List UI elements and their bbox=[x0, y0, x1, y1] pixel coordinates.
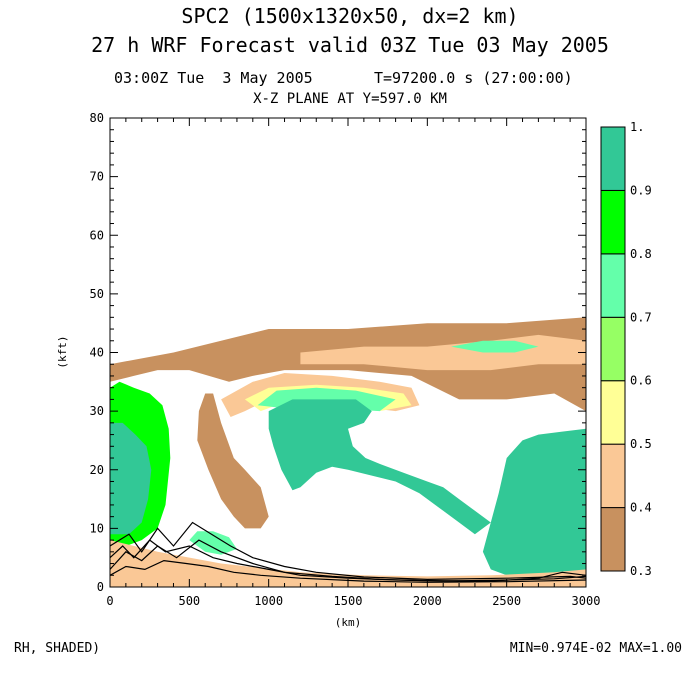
sfc-contour-2 bbox=[110, 539, 586, 582]
colorbar-swatch bbox=[600, 507, 626, 572]
y-tick-label: 20 bbox=[90, 463, 104, 477]
y-tick-label: 50 bbox=[90, 287, 104, 301]
colorbar-label: 0.4 bbox=[630, 501, 652, 515]
x-tick-label: 2000 bbox=[413, 594, 442, 608]
colorbar-swatch bbox=[600, 126, 626, 191]
y-tick-label: 70 bbox=[90, 170, 104, 184]
field-left-column-core bbox=[110, 422, 152, 535]
colorbar: 0.3 0.4 0.5 0.6 0.7 0.8 0.9 1. bbox=[600, 120, 652, 578]
field-upper-green-streak bbox=[451, 340, 539, 353]
y-tick-label: 80 bbox=[90, 111, 104, 125]
shaded-fields bbox=[110, 317, 586, 587]
colorbar-swatch bbox=[600, 380, 626, 445]
y-axis: 0 10 20 30 40 50 60 70 80 bbox=[90, 111, 586, 594]
colorbar-swatch bbox=[600, 253, 626, 318]
x-tick-label: 2500 bbox=[492, 594, 521, 608]
colorbar-label: 1. bbox=[630, 120, 644, 134]
y-tick-label: 60 bbox=[90, 228, 104, 242]
y-tick-label: 40 bbox=[90, 346, 104, 360]
y-tick-label: 10 bbox=[90, 521, 104, 535]
colorbar-label: 0.9 bbox=[630, 183, 652, 197]
colorbar-label: 0.5 bbox=[630, 437, 652, 451]
field-lower-peach bbox=[110, 540, 586, 587]
chart-title-line-1: SPC2 (1500x1320x50, dx=2 km) bbox=[181, 4, 519, 28]
field-core-right bbox=[482, 428, 586, 576]
x-axis: 0 500 1000 1500 2000 2500 3000 bbox=[106, 118, 600, 608]
y-tick-label: 30 bbox=[90, 404, 104, 418]
field-lower-green-cells bbox=[189, 531, 237, 555]
chart-title-line-2: 27 h WRF Forecast valid 03Z Tue 03 May 2… bbox=[91, 33, 609, 57]
min-max-label: MIN=0.974E-02 MAX=1.00 bbox=[509, 641, 682, 656]
colorbar-label: 0.8 bbox=[630, 247, 652, 261]
x-tick-label: 1000 bbox=[254, 594, 283, 608]
colorbar-swatch bbox=[600, 443, 626, 509]
field-description: RH, SHADED) bbox=[14, 641, 101, 656]
colorbar-label: 0.3 bbox=[630, 564, 652, 578]
model-time-label: T=97200.0 s (27:00:00) bbox=[374, 69, 573, 87]
plane-label: X-Z PLANE AT Y=597.0 KM bbox=[253, 91, 447, 107]
valid-time-label: 03:00Z Tue 3 May 2005 bbox=[114, 69, 313, 87]
y-axis-label: (kft) bbox=[56, 335, 69, 368]
colorbar-label: 0.7 bbox=[630, 310, 652, 324]
colorbar-swatch bbox=[600, 189, 626, 255]
y-tick-label: 0 bbox=[97, 580, 104, 594]
field-core-left bbox=[268, 399, 491, 535]
colorbar-swatch bbox=[600, 316, 626, 382]
x-tick-label: 0 bbox=[106, 594, 113, 608]
x-axis-label: (km) bbox=[335, 616, 362, 629]
x-tick-label: 3000 bbox=[572, 594, 601, 608]
sfc-contour-3 bbox=[110, 521, 586, 581]
x-tick-label: 500 bbox=[178, 594, 200, 608]
colorbar-label: 0.6 bbox=[630, 374, 652, 388]
x-tick-label: 1500 bbox=[334, 594, 363, 608]
field-plume-brown bbox=[197, 393, 269, 529]
